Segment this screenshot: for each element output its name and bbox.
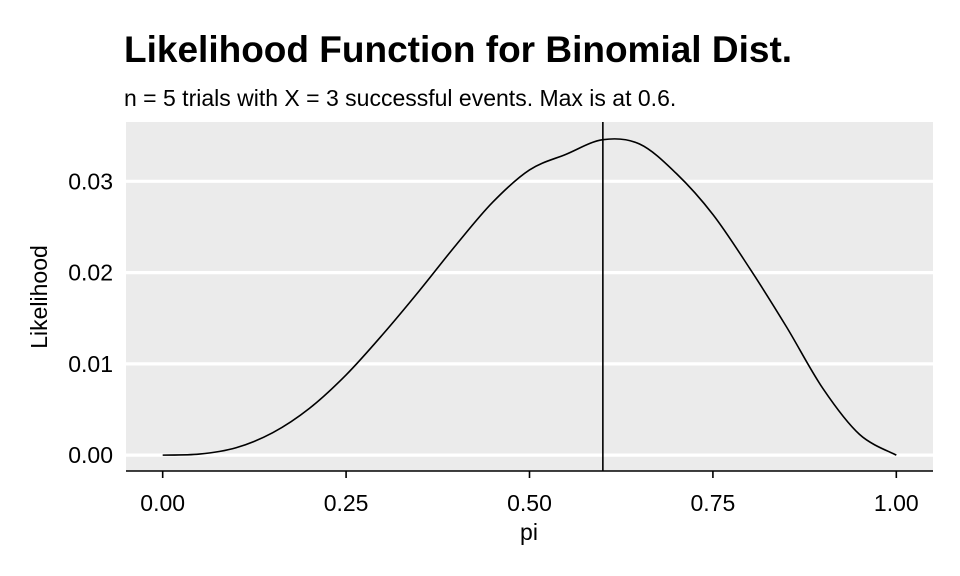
chart-title: Likelihood Function for Binomial Dist. [124,29,792,70]
x-tick-label: 1.00 [874,490,919,516]
x-tick-label: 0.25 [324,490,369,516]
axis-layer [126,470,933,478]
y-tick-label: 0.03 [68,168,113,194]
x-tick-label: 0.50 [507,490,552,516]
y-tick-label: 0.01 [68,351,113,377]
likelihood-curve [162,138,897,456]
data-layer [162,122,897,471]
tick-labels: 0.00 0.25 0.50 0.75 1.00 0.00 0.01 0.02 0.03 [68,168,918,516]
grid-lines [126,179,933,457]
y-tick-label: 0.02 [68,260,113,286]
chart-subtitle: n = 5 trials with X = 3 successful event… [124,85,676,111]
y-axis-title: Likelihood [26,245,52,349]
plot-panel [126,122,933,471]
x-tick-label: 0.00 [140,490,185,516]
y-tick-label: 0.00 [68,442,113,468]
x-tick-label: 0.75 [691,490,736,516]
x-axis-title: pi [520,519,538,545]
